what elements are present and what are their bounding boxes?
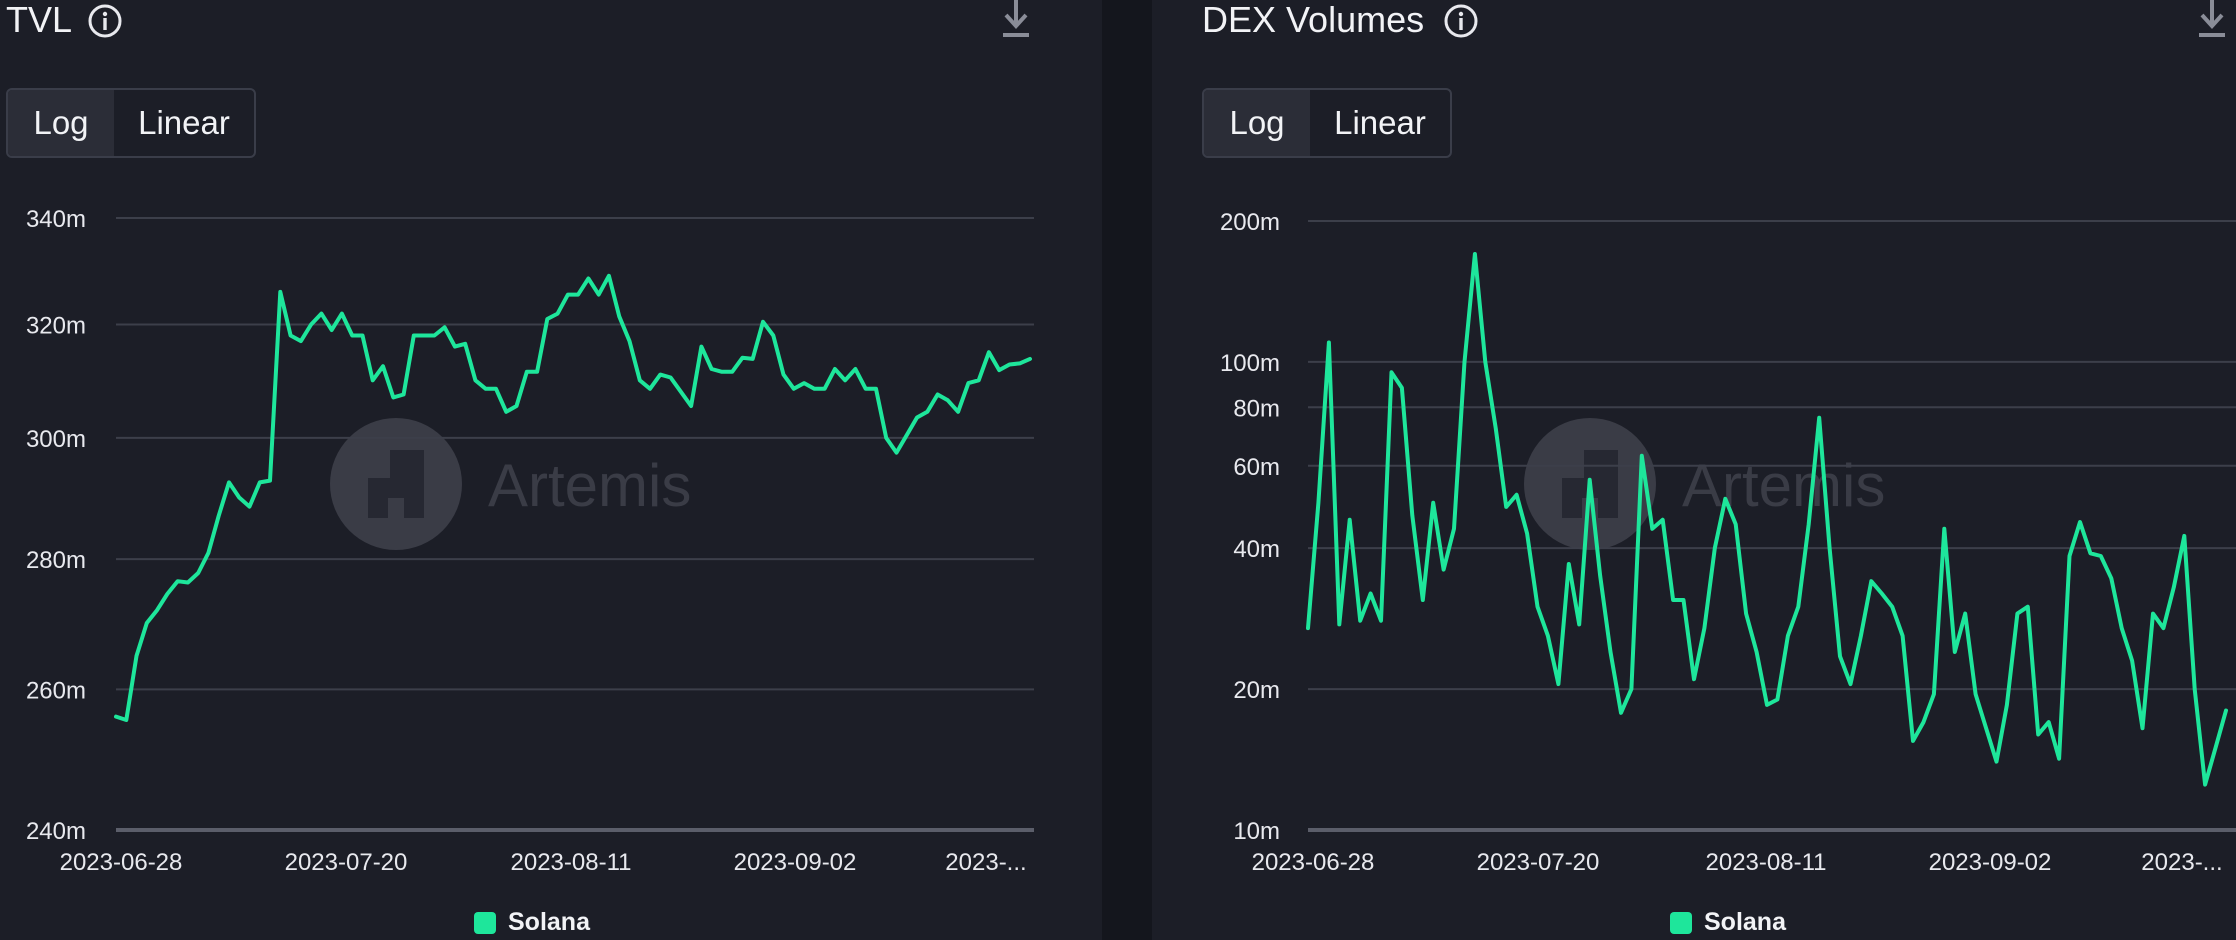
y-tick-label: 240m	[26, 818, 86, 845]
legend-swatch	[1670, 911, 1692, 934]
y-tick-label: 40m	[1233, 536, 1280, 563]
log-scale-button[interactable]: Log	[8, 90, 114, 156]
info-icon[interactable]	[1443, 3, 1479, 39]
info-icon[interactable]	[87, 3, 123, 39]
log-scale-button[interactable]: Log	[1204, 90, 1310, 156]
x-tick-label: 2023-08-11	[511, 849, 632, 876]
dex-volumes-line-chart: Artemis 10m 20m 40m 60m 80m 100m 200m 2023-06-28…	[1220, 209, 2236, 876]
x-tick-label: 2023-07-20	[285, 849, 408, 876]
scale-toggle: Log Linear	[6, 88, 256, 158]
y-tick-label: 300m	[26, 426, 86, 453]
tvl-line-chart: Artemis 240m 260m 280m 300m 320m 340m 2023-06-2…	[26, 206, 1034, 876]
artemis-watermark: Artemis	[1524, 418, 1885, 550]
watermark-logo-glyph	[368, 450, 424, 518]
y-tick-label: 340m	[26, 206, 86, 233]
x-tick-label: 2023-...	[2141, 849, 2222, 876]
linear-scale-button[interactable]: Linear	[1334, 104, 1426, 141]
tvl-chart-panel: TVL Log Linear Artemis 240m 260m 280m 300m 32…	[0, 0, 1102, 940]
series-line-solana	[1306, 252, 2228, 787]
y-tick-label: 80m	[1233, 395, 1280, 422]
y-tick-label: 10m	[1233, 818, 1280, 845]
y-tick-label: 60m	[1233, 454, 1280, 481]
y-tick-label: 320m	[26, 313, 86, 340]
tvl-chart-title: TVL	[6, 0, 73, 40]
artemis-watermark: Artemis	[330, 418, 691, 550]
x-tick-label: 2023-07-20	[1477, 849, 1600, 876]
scale-toggle: Log Linear	[1202, 88, 1452, 158]
watermark-text: Artemis	[1682, 452, 1885, 519]
series-line-solana	[114, 273, 1032, 722]
legend[interactable]: Solana	[474, 908, 590, 937]
y-tick-label: 20m	[1233, 677, 1280, 704]
legend-label: Solana	[1704, 908, 1786, 936]
y-tick-label: 200m	[1220, 209, 1280, 236]
panel-divider	[1102, 0, 1152, 940]
legend-label: Solana	[508, 908, 590, 936]
download-icon[interactable]	[1001, 0, 1031, 40]
y-tick-label: 260m	[26, 677, 86, 704]
x-tick-label: 2023-...	[945, 849, 1026, 876]
series-points	[1306, 252, 2228, 787]
legend-swatch	[474, 911, 496, 934]
x-tick-label: 2023-06-28	[60, 849, 183, 876]
legend[interactable]: Solana	[1670, 908, 1786, 937]
x-tick-label: 2023-08-11	[1706, 849, 1827, 876]
watermark-text: Artemis	[488, 452, 691, 519]
x-tick-label: 2023-06-28	[1252, 849, 1375, 876]
dex-volumes-chart-panel: DEX Volumes Log Linear Artemis 10m 20m 40m 6…	[1152, 0, 2236, 940]
y-tick-label: 100m	[1220, 350, 1280, 377]
x-tick-label: 2023-09-02	[1929, 849, 2052, 876]
dex-volumes-chart-title: DEX Volumes	[1202, 0, 1425, 40]
x-tick-label: 2023-09-02	[734, 849, 857, 876]
linear-scale-button[interactable]: Linear	[138, 104, 230, 141]
download-icon[interactable]	[2197, 0, 2227, 40]
y-tick-label: 280m	[26, 547, 86, 574]
